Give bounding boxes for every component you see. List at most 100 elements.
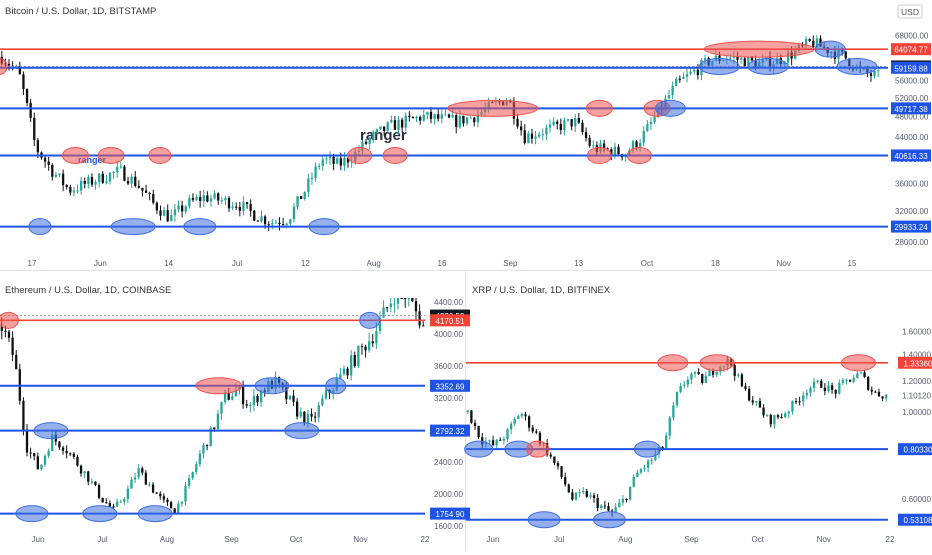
btc-candle-body	[346, 157, 350, 163]
xrp-candle-body	[715, 371, 718, 375]
btc-candle-body	[224, 197, 227, 201]
eth-candle-body	[7, 331, 11, 338]
btc-candle-body	[292, 206, 296, 220]
eth-y-tick-label: 3600.00	[434, 362, 463, 371]
xrp-candle-body	[823, 387, 827, 392]
btc-candle-body	[808, 39, 811, 41]
btc-candle-body	[682, 76, 685, 79]
xrp-candle-body	[470, 410, 473, 423]
btc-candle-body	[527, 133, 530, 144]
eth-candle-body	[148, 484, 151, 486]
btc-candle-body	[386, 122, 389, 132]
btc-candle-body	[126, 180, 130, 184]
xrp-candle-body	[787, 411, 790, 414]
btc-candle-body	[574, 118, 577, 127]
xrp-candle-body	[820, 380, 823, 388]
btc-level-price-label: 29933.24	[894, 223, 928, 232]
btc-candle-body	[199, 197, 202, 201]
btc-level-price-label: 40616.33	[894, 152, 928, 161]
btc-candle-body	[534, 136, 537, 139]
xrp-candle-body	[809, 387, 812, 393]
eth-candle-body	[324, 390, 328, 399]
btc-candle-body	[256, 220, 260, 222]
btc-candle-body	[556, 121, 559, 124]
eth-candle-body	[357, 346, 360, 367]
eth-candle-body	[350, 355, 353, 376]
eth-support-zone-marker	[254, 377, 290, 395]
eth-candle-body	[216, 413, 220, 429]
btc-candle-body	[108, 172, 112, 182]
xrp-x-tick-label: Oct	[751, 535, 764, 544]
xrp-level-price-tag	[898, 356, 932, 369]
xrp-candle-body	[708, 370, 711, 377]
btc-candle-body	[43, 157, 47, 162]
btc-candle-body	[339, 158, 342, 166]
eth-candle-body	[40, 464, 43, 470]
xrp-level-price-label: 0.80330	[904, 446, 932, 455]
btc-y-tick-label: 52000.00	[895, 94, 929, 103]
currency-badge[interactable]	[897, 4, 923, 19]
xrp-candle-body	[625, 499, 628, 501]
eth-candle-body	[177, 503, 180, 513]
btc-support-zone-marker	[28, 218, 52, 236]
btc-candle-body	[422, 114, 425, 121]
xrp-candle-body	[502, 439, 506, 441]
xrp-candle-body	[571, 492, 574, 500]
btc-candle-body	[47, 161, 50, 165]
eth-candle-body	[36, 456, 39, 470]
btc-candle-body	[307, 178, 310, 192]
eth-level-price-label: 4170.51	[436, 317, 465, 326]
btc-candle-body	[552, 121, 555, 125]
btc-x-tick-label: 16	[438, 259, 447, 268]
btc-x-tick-label: 15	[848, 259, 857, 268]
btc-candle-body	[541, 134, 544, 136]
xrp-candle-body	[690, 373, 693, 380]
btc-candle-body	[566, 119, 570, 121]
btc-candle-body	[440, 114, 443, 119]
eth-candle-body	[288, 395, 292, 400]
eth-candle-body	[166, 499, 169, 503]
eth-level-price-tag	[430, 379, 470, 392]
btc-candle-body	[739, 58, 743, 60]
eth-candle-body	[321, 398, 324, 406]
btc-support-zone-marker	[183, 218, 217, 236]
btc-support-zone-marker	[747, 57, 789, 75]
xrp-level-price-label: 1.33360	[904, 359, 932, 368]
btc-candle-body	[191, 197, 195, 200]
eth-candle-body	[360, 346, 364, 348]
xrp-candle-body	[838, 383, 841, 394]
xrp-y-tick-label: 0.60000	[902, 495, 931, 504]
xrp-resistance-zone-marker	[840, 354, 876, 372]
xrp-candle-body	[549, 454, 552, 457]
xrp-y-tick-label: 1.10120	[902, 391, 931, 400]
xrp-candle-body	[607, 506, 610, 511]
eth-candle-body	[47, 450, 50, 456]
btc-candle-body	[101, 173, 104, 183]
btc-candle-body	[588, 138, 591, 146]
xrp-candle-body	[802, 395, 805, 402]
btc-candle-body	[538, 134, 541, 137]
btc-candle-body	[617, 146, 620, 155]
btc-candle-body	[7, 63, 11, 66]
btc-candle-body	[610, 149, 613, 156]
btc-candle-body	[253, 210, 256, 221]
btc-x-tick-label: 13	[574, 259, 583, 268]
xrp-candle-body	[794, 400, 798, 402]
xrp-candle-body	[870, 389, 873, 392]
btc-candle-body	[159, 210, 162, 216]
xrp-candle-body	[650, 460, 653, 462]
btc-candle-body	[462, 115, 465, 124]
eth-candle-body	[15, 354, 18, 370]
eth-candle-body	[256, 395, 259, 403]
btc-candle-body	[379, 126, 382, 130]
xrp-candle-body	[852, 378, 855, 382]
eth-candle-body	[151, 484, 155, 493]
eth-y-tick-label: 2000.00	[434, 490, 463, 499]
xrp-candle-body	[737, 374, 740, 376]
xrp-candle-body	[863, 372, 866, 378]
btc-level-price-tag	[891, 149, 931, 162]
xrp-candle-body	[628, 486, 632, 500]
btc-candle-body	[209, 198, 213, 202]
btc-candle-body	[473, 117, 476, 123]
xrp-y-tick-label: 1.40000	[902, 350, 931, 359]
